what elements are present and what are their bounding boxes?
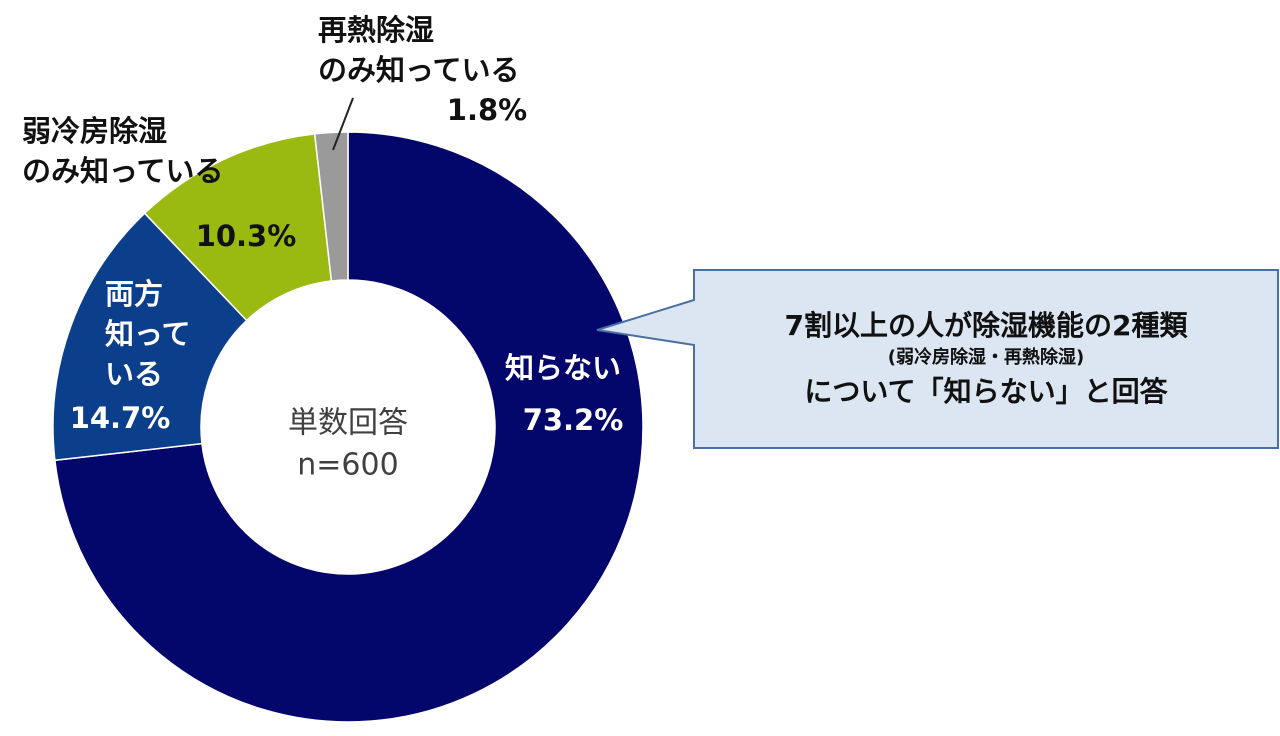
value-label: 10.3%: [196, 219, 297, 253]
center-text: n=600: [297, 448, 398, 483]
callout-line: について「知らない」と回答: [804, 375, 1168, 408]
segment-label: 再熱除湿: [318, 13, 434, 47]
donut-segment: [313, 131, 349, 282]
donut-segment: [52, 212, 248, 462]
donut-segment: [54, 131, 644, 723]
segment-label: いる: [105, 357, 163, 391]
value-label: 1.8%: [447, 93, 527, 127]
value-label: 73.2%: [523, 403, 624, 437]
callout-line: (弱冷房除湿・再熱除湿): [888, 346, 1084, 368]
center-text: 単数回答: [288, 406, 408, 441]
segment-label: 両方: [105, 277, 163, 311]
callout-box: [596, 269, 1279, 449]
segment-label: 知って: [105, 317, 191, 351]
callout-line: 7割以上の人が除湿機能の2種類: [785, 309, 1189, 342]
leader-line: [332, 97, 354, 151]
segment-label: のみ知っている: [22, 154, 224, 188]
segment-label: のみ知っている: [318, 53, 520, 87]
segment-label: 知らない: [505, 351, 621, 385]
segment-label: 弱冷房除湿: [22, 114, 167, 148]
value-label: 14.7%: [70, 401, 171, 435]
